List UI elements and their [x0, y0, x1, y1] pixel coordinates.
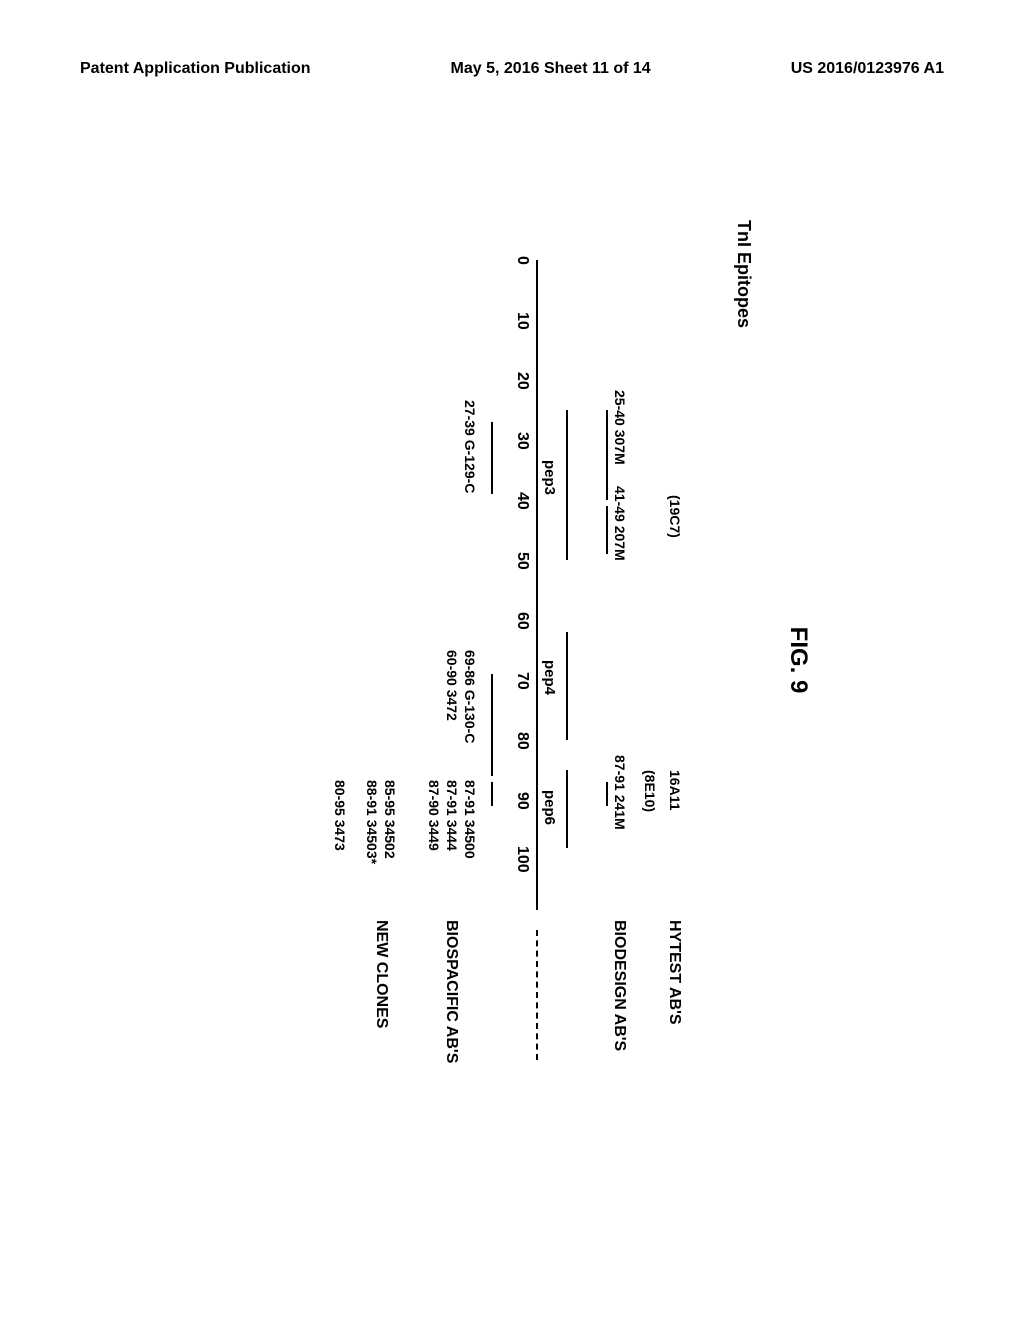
pep6-bar	[566, 770, 568, 848]
new-3473: 80-95 3473	[332, 780, 348, 851]
figure-subtitle: TnI Epitopes	[733, 220, 754, 1110]
new-34502: 85-95 34502	[382, 780, 398, 859]
bio-34500: 87-91 34500	[462, 780, 478, 859]
header-center: May 5, 2016 Sheet 11 of 14	[451, 60, 651, 78]
tick-20: 20	[513, 372, 531, 390]
pep3-bar	[566, 410, 568, 560]
axis-line	[536, 260, 538, 910]
tick-90: 90	[513, 792, 531, 810]
biodesign-307m: 25-40 307M	[612, 390, 628, 465]
pep4-label: pep4	[541, 660, 558, 695]
hytest-19c7: (19C7)	[667, 495, 683, 538]
hytest-8e10: (8E10)	[642, 770, 658, 812]
axis-continuation	[536, 930, 538, 1060]
header-right: US 2016/0123976 A1	[791, 60, 944, 78]
tick-50: 50	[513, 552, 531, 570]
epitope-diagram: (19C7) 16A11 (8E10) HYTEST AB'S 25-40 30…	[263, 210, 713, 1110]
bio-129c: 27-39 G-129-C	[462, 400, 478, 493]
biodesign-bar-307m	[606, 410, 608, 500]
pep3-label: pep3	[541, 460, 558, 495]
biodesign-bar-207m	[606, 506, 608, 554]
hytest-label: HYTEST AB'S	[665, 920, 683, 1025]
bio-bar-130c	[491, 674, 493, 776]
bio-bar-34500	[491, 782, 493, 806]
header-left: Patent Application Publication	[80, 60, 311, 78]
biodesign-label: BIODESIGN AB'S	[610, 920, 628, 1051]
pep6-label: pep6	[541, 790, 558, 825]
biodesign-241m: 87-91 241M	[612, 755, 628, 830]
biospacific-label: BIOSPACIFIC AB'S	[442, 920, 460, 1063]
figure-title: FIG. 9	[784, 210, 812, 1110]
tick-10: 10	[513, 312, 531, 330]
new-34503: 88-91 34503*	[364, 780, 380, 864]
tick-80: 80	[513, 732, 531, 750]
bio-3444: 87-91 3444	[444, 780, 460, 851]
biodesign-207m: 41-49 207M	[612, 486, 628, 561]
newclones-label: NEW CLONES	[372, 920, 390, 1028]
tick-60: 60	[513, 612, 531, 630]
bio-bar-129c	[491, 422, 493, 494]
pep4-bar	[566, 632, 568, 740]
tick-0: 0	[513, 256, 531, 265]
tick-40: 40	[513, 492, 531, 510]
bio-130c: 69-86 G-130-C	[462, 650, 478, 743]
figure-container: FIG. 9 TnI Epitopes (19C7) 16A11 (8E10) …	[212, 210, 812, 1110]
tick-30: 30	[513, 432, 531, 450]
bio-3472: 60-90 3472	[444, 650, 460, 721]
tick-70: 70	[513, 672, 531, 690]
bio-3449: 87-90 3449	[426, 780, 442, 851]
tick-100: 100	[513, 846, 531, 873]
hytest-16a11: 16A11	[667, 770, 683, 810]
biodesign-bar-241m	[606, 782, 608, 806]
